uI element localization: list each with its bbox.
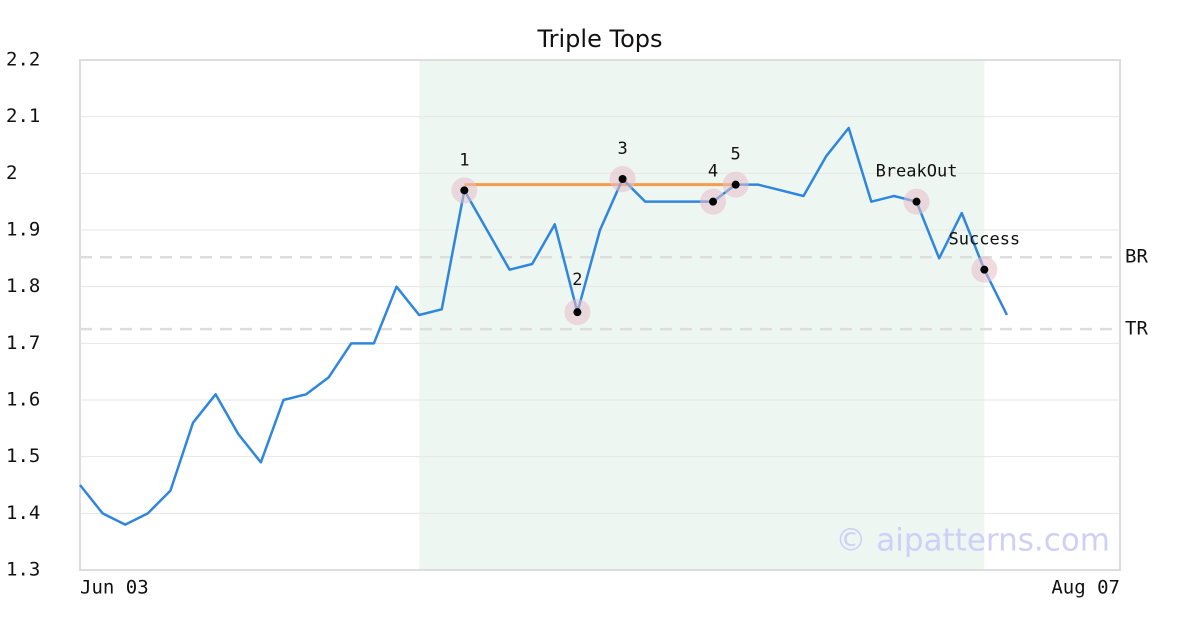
level-label: TR [1125,318,1148,340]
point-dot [980,265,989,274]
point-dot [460,186,469,195]
x-tick-label: Jun 03 [80,577,149,599]
price-line [79,126,1009,526]
point-label: 4 [708,162,718,182]
point-label: 5 [731,145,741,165]
point-label: Success [949,230,1021,250]
pattern-span [419,60,985,570]
point-label: BreakOut [876,162,958,182]
point-label: 2 [572,270,582,290]
y-tick-label: 1.3 [6,559,40,581]
y-tick-label: 1.4 [6,502,40,524]
y-tick-label: 1.7 [6,332,40,354]
y-tick-label: 1.8 [6,275,40,297]
point-dot [912,197,921,206]
point-dot [709,197,718,206]
plot-frame [79,59,1121,571]
watermark: © aipatterns.com [835,523,1110,559]
y-tick-label: 2.1 [6,105,40,127]
level-label: BR [1125,246,1148,268]
y-tick-label: 2.2 [6,49,40,71]
point-dot [731,180,740,189]
y-tick-label: 2 [6,162,17,184]
y-tick-label: 1.5 [6,445,40,467]
point-label: 3 [617,139,627,159]
point-dot [618,175,627,183]
point-dot [573,308,582,317]
point-label: 1 [459,150,469,170]
y-tick-label: 1.6 [6,389,40,411]
chart-title: Triple Tops [537,25,663,53]
y-tick-label: 1.9 [6,219,40,241]
x-tick-label: Aug 07 [1051,577,1120,599]
